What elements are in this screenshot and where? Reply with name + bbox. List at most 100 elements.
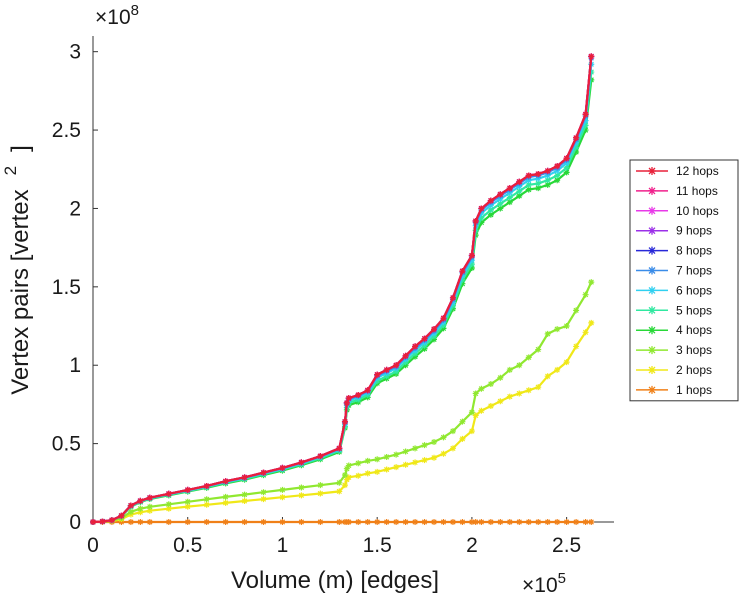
- y-tick-label: 2.5: [52, 119, 81, 142]
- data-point: [535, 175, 542, 182]
- data-point: [260, 519, 267, 525]
- data-point: [478, 407, 485, 414]
- data-point: [345, 474, 352, 481]
- series-7-hops: [90, 54, 595, 525]
- data-point: [573, 519, 580, 525]
- data-point: [343, 399, 350, 406]
- series-8-hops: [90, 53, 595, 525]
- data-point: [478, 219, 485, 226]
- data-point: [478, 519, 485, 525]
- data-point: [146, 503, 153, 510]
- series-line: [92, 281, 593, 524]
- data-point: [525, 387, 532, 394]
- data-point: [222, 519, 229, 525]
- series-10-hops: [90, 53, 595, 525]
- data-point: [554, 167, 561, 174]
- data-point: [573, 307, 580, 314]
- data-point: [341, 482, 348, 489]
- data-point: [260, 496, 267, 503]
- series-6-hops: [90, 61, 595, 525]
- data-point: [355, 472, 362, 479]
- data-point: [487, 519, 494, 525]
- data-point: [440, 519, 447, 525]
- data-point: [345, 462, 352, 469]
- legend-marker-icon: [648, 226, 656, 235]
- axes: [92, 36, 614, 523]
- data-point: [554, 172, 561, 179]
- data-point: [118, 512, 125, 519]
- legend-marker-icon: [648, 167, 656, 175]
- series-12-hops: [90, 53, 595, 525]
- data-point: [317, 519, 324, 525]
- legend-item: 12 hops: [636, 164, 719, 178]
- data-point: [459, 435, 466, 442]
- data-point: [431, 454, 438, 461]
- data-point: [421, 442, 428, 449]
- data-point: [222, 478, 229, 485]
- data-point: [241, 474, 248, 481]
- data-point: [573, 139, 580, 146]
- data-point: [165, 519, 172, 525]
- data-point: [317, 490, 324, 497]
- legend-label: 8 hops: [676, 244, 712, 258]
- data-point: [554, 163, 561, 170]
- data-point: [468, 261, 475, 268]
- data-point: [459, 276, 466, 283]
- legend-label: 11 hops: [676, 184, 718, 198]
- legend-label: 6 hops: [676, 283, 712, 297]
- legend-item: 3 hops: [636, 343, 712, 357]
- y-tick-label: 0.5: [52, 433, 81, 456]
- data-point: [393, 451, 400, 458]
- data-point: [506, 194, 513, 201]
- data-point: [525, 181, 532, 188]
- data-point: [544, 167, 551, 174]
- y-tick-label: 1.5: [52, 276, 81, 299]
- data-point: [573, 144, 580, 151]
- data-point: [127, 508, 134, 515]
- data-point: [516, 362, 523, 369]
- data-point: [449, 302, 456, 309]
- data-point: [472, 390, 479, 397]
- legend-label: 2 hops: [676, 363, 712, 377]
- data-point: [468, 428, 475, 435]
- data-point: [421, 457, 428, 464]
- data-point: [440, 315, 447, 322]
- data-point: [431, 333, 438, 340]
- data-point: [478, 385, 485, 392]
- legend-label: 1 hops: [676, 383, 712, 397]
- data-point: [364, 470, 371, 477]
- data-point: [364, 519, 371, 525]
- data-point: [582, 111, 589, 118]
- data-point: [563, 323, 570, 330]
- data-point: [431, 519, 438, 525]
- data-point: [317, 453, 324, 460]
- series-line: [92, 79, 593, 524]
- data-point: [402, 461, 409, 468]
- data-point: [506, 366, 513, 373]
- data-point: [402, 519, 409, 525]
- legend-marker-icon: [648, 246, 656, 255]
- data-point: [137, 519, 144, 525]
- data-point: [525, 519, 532, 525]
- legend-marker-icon: [648, 186, 656, 195]
- legend-marker-icon: [648, 346, 656, 355]
- data-point: [412, 353, 419, 360]
- data-point: [582, 519, 589, 525]
- data-point: [137, 509, 144, 516]
- data-point: [165, 501, 172, 508]
- y-axis-label-main: Vertex pairs [vertex: [7, 189, 34, 394]
- data-point: [468, 252, 475, 259]
- data-point: [468, 519, 475, 525]
- data-point: [184, 486, 191, 493]
- data-point: [582, 291, 589, 298]
- x-axis-label: Volume (m) [edges]: [231, 567, 439, 594]
- data-point: [516, 188, 523, 195]
- data-point: [383, 373, 390, 380]
- data-point: [497, 196, 504, 203]
- data-point: [563, 164, 570, 171]
- data-point: [497, 374, 504, 381]
- data-point: [241, 497, 248, 504]
- data-point: [146, 519, 153, 525]
- data-point: [440, 450, 447, 457]
- data-point: [487, 402, 494, 409]
